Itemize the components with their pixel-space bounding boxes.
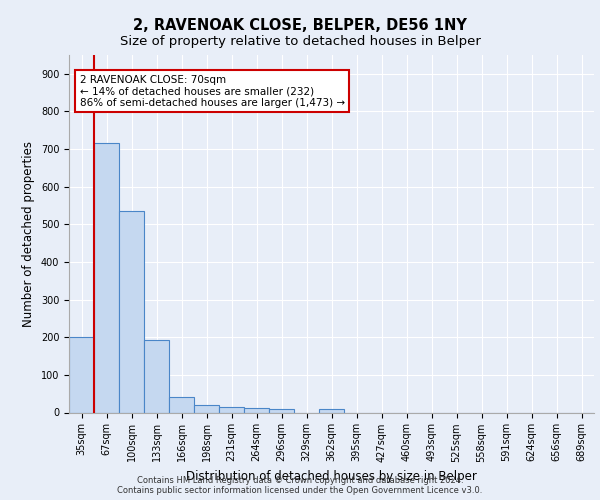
Bar bbox=[219, 407, 244, 412]
Bar bbox=[194, 405, 219, 412]
Text: 2, RAVENOAK CLOSE, BELPER, DE56 1NY: 2, RAVENOAK CLOSE, BELPER, DE56 1NY bbox=[133, 18, 467, 32]
Text: Contains HM Land Registry data © Crown copyright and database right 2024.
Contai: Contains HM Land Registry data © Crown c… bbox=[118, 476, 482, 495]
X-axis label: Distribution of detached houses by size in Belper: Distribution of detached houses by size … bbox=[186, 470, 477, 483]
Text: 2 RAVENOAK CLOSE: 70sqm
← 14% of detached houses are smaller (232)
86% of semi-d: 2 RAVENOAK CLOSE: 70sqm ← 14% of detache… bbox=[79, 74, 344, 108]
Bar bbox=[119, 211, 144, 412]
Bar bbox=[319, 409, 344, 412]
Y-axis label: Number of detached properties: Number of detached properties bbox=[22, 141, 35, 327]
Bar bbox=[169, 396, 194, 412]
Bar bbox=[94, 144, 119, 412]
Bar bbox=[269, 408, 294, 412]
Text: Size of property relative to detached houses in Belper: Size of property relative to detached ho… bbox=[119, 35, 481, 48]
Bar bbox=[244, 408, 269, 412]
Bar bbox=[144, 340, 169, 412]
Bar bbox=[69, 337, 94, 412]
